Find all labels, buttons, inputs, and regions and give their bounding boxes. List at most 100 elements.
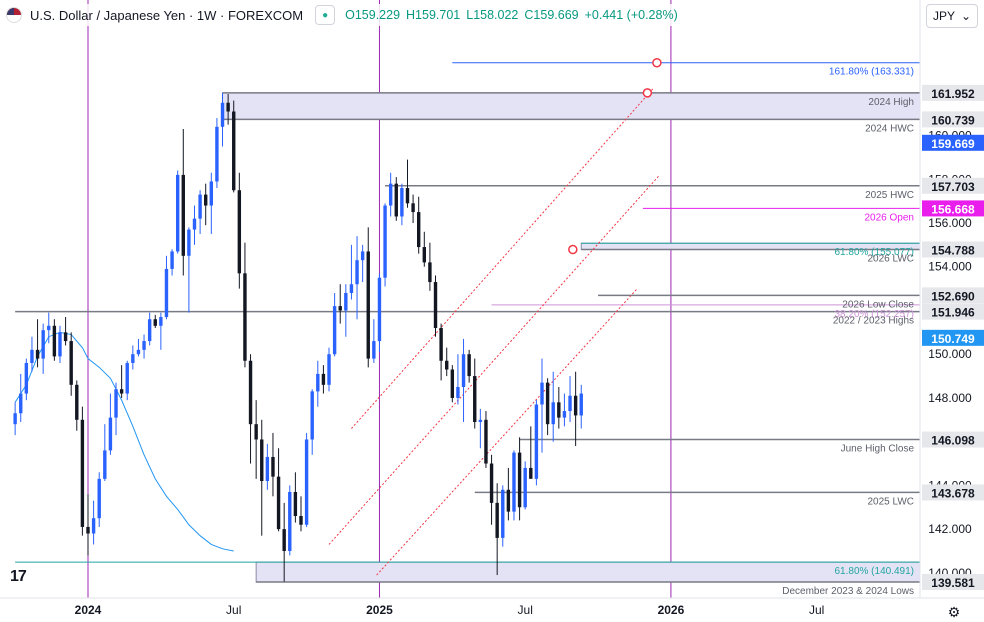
candle-body [495, 502, 499, 538]
level-label: 2025 HWC [865, 190, 914, 201]
candle-body [41, 330, 45, 359]
candle-body [52, 325, 57, 357]
candle-body [187, 229, 191, 256]
level-label: June High Close [841, 444, 915, 455]
candle-body [383, 205, 387, 278]
moving-average-layer [14, 331, 234, 552]
ohlc-open: O159.229 [345, 8, 401, 22]
candle-body [310, 391, 314, 440]
level-label: 2022 / 2023 Highs [833, 316, 914, 327]
price-tag-text: 143.678 [931, 486, 975, 500]
candle-body [276, 476, 281, 530]
candle-body [170, 251, 174, 269]
candle-body [377, 277, 382, 342]
candle-body [501, 489, 505, 538]
candles-layer [13, 92, 583, 582]
settings-gear-icon[interactable]: ⚙ [947, 604, 961, 620]
candle-body [30, 349, 34, 363]
last-price-tag: 159.669 [931, 137, 975, 151]
candle-body [366, 251, 370, 359]
level-label: 2026 LWC [867, 254, 914, 265]
support-resistance-zone [222, 92, 921, 120]
candle-body [400, 188, 404, 217]
candle-body [237, 190, 242, 274]
candle-body [360, 251, 365, 261]
candle-body [304, 439, 309, 525]
price-tag-bg [922, 200, 984, 217]
candle-body [136, 349, 141, 355]
candle-body [405, 188, 410, 204]
channel-trendline [328, 174, 661, 545]
candle-body [204, 194, 208, 206]
candle-body [344, 292, 348, 311]
candle-body [86, 526, 90, 534]
candle-body [288, 491, 292, 551]
candle-body [13, 413, 17, 425]
price-tag-text: 157.703 [931, 180, 975, 194]
candle-body [456, 387, 460, 398]
level-label: 2025 LWC [867, 496, 914, 507]
ma-value-tag: 150.749 [931, 332, 975, 346]
candle-body [265, 456, 270, 482]
candle-body [159, 317, 163, 326]
price-tag-bg [922, 574, 984, 591]
x-tick-label: Jul [226, 603, 241, 617]
candle-body [248, 360, 253, 425]
candle-body [394, 183, 398, 217]
trendlines-layer [328, 87, 661, 576]
tradingview-logo[interactable]: 17 [10, 568, 27, 585]
candle-body [478, 419, 483, 422]
price-tag-text: 161.952 [931, 87, 975, 101]
symbol-title[interactable]: U.S. Dollar / Japanese Yen · 1W · FOREXC… [30, 7, 304, 23]
candle-body [489, 463, 494, 503]
candle-body [422, 247, 426, 263]
candle-body [450, 369, 455, 398]
moving-average-line [14, 331, 234, 552]
candle-body [232, 111, 236, 191]
candle-body [35, 349, 40, 359]
x-tick-label: 2025 [366, 603, 393, 617]
candle-body [411, 203, 415, 213]
time-axis: 2024 Jul 2025 Jul 2026 Jul [0, 597, 984, 617]
price-tag-text: 154.788 [931, 244, 975, 258]
candle-body [355, 260, 359, 285]
candle-body [445, 360, 449, 370]
candle-body [97, 478, 101, 519]
candle-body [164, 268, 169, 318]
candle-body [19, 393, 23, 414]
level-label: 161.80% (163.331) [829, 67, 914, 78]
candle-body [299, 516, 303, 525]
candle-body [321, 373, 326, 385]
level-labels: 161.80% (163.331) 2024 High 161.952 2024 HW… [782, 67, 984, 597]
level-label: 61.80% (155.077) [834, 247, 914, 258]
level-label: 2024 High [868, 97, 914, 108]
price-tag-text: 156.668 [931, 202, 975, 216]
price-tag-text: 151.946 [931, 306, 975, 320]
target-marker [642, 88, 653, 98]
candle-body [416, 212, 421, 248]
candle-body [349, 284, 354, 293]
currency-selector[interactable]: JPY ⌄ [926, 4, 978, 28]
support-resistance-zone [255, 561, 921, 583]
candle-body [209, 181, 214, 206]
channel-trendline [376, 288, 638, 576]
candle-body [75, 384, 79, 420]
candle-body [439, 327, 443, 361]
price-tag-text: 152.690 [931, 289, 975, 303]
candle-body [63, 332, 68, 342]
market-status-icon[interactable]: ● [315, 5, 336, 25]
last-price-tag-bg [922, 134, 984, 151]
us-flag-icon [6, 7, 22, 23]
candle-body [175, 174, 180, 252]
candle-body [327, 354, 331, 385]
candle-body [428, 262, 432, 283]
price-tag-text: 139.581 [931, 576, 975, 590]
y-tick-label: 154.000 [928, 260, 972, 274]
candle-body [473, 376, 477, 422]
ohlc-high: H159.701 [406, 8, 461, 22]
ma-value-tag-bg [922, 329, 984, 346]
candle-body [332, 306, 337, 355]
markers-layer [568, 57, 662, 255]
